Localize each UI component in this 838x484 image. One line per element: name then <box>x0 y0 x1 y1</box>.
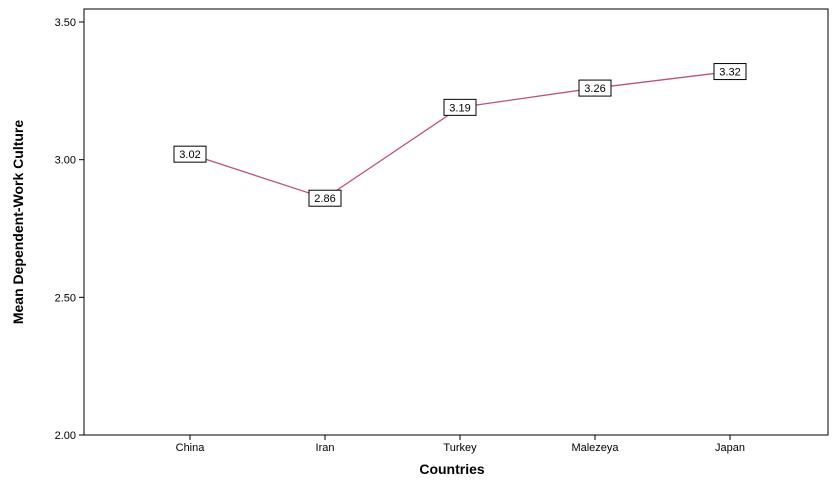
y-tick-label: 2.00 <box>55 430 76 442</box>
data-label-box <box>308 189 342 207</box>
data-label-box <box>173 145 207 163</box>
y-axis: 2.00 2.50 3.00 3.50 <box>55 17 84 442</box>
x-axis: China Iran Turkey Malezeya Japan <box>176 435 745 454</box>
data-label-box <box>443 98 477 116</box>
data-label: 3.26 <box>578 79 612 97</box>
x-axis-title: Countries <box>419 461 485 477</box>
x-tick-label: Iran <box>316 442 335 454</box>
data-label-box <box>713 63 747 81</box>
data-label: 3.02 <box>173 145 207 163</box>
x-tick-label: Japan <box>715 442 745 454</box>
y-axis-title: Mean Dependent-Work Culture <box>10 120 26 325</box>
data-label-box <box>578 79 612 97</box>
data-label-value: 2.86 <box>314 193 335 205</box>
data-label: 3.32 <box>713 63 747 81</box>
x-tick-label: Malezeya <box>571 442 619 454</box>
data-label-value: 3.19 <box>449 102 470 114</box>
data-label-value: 3.02 <box>179 149 200 161</box>
data-label-value: 3.32 <box>719 67 740 79</box>
y-tick-label: 3.50 <box>55 17 76 29</box>
plot-area <box>83 8 829 436</box>
y-tick-label: 3.00 <box>55 155 76 167</box>
y-tick-label: 2.50 <box>55 292 76 304</box>
x-tick-label: Turkey <box>443 442 477 454</box>
data-label: 2.86 <box>308 189 342 207</box>
data-label-value: 3.26 <box>584 83 605 95</box>
x-tick-label: China <box>176 442 206 454</box>
data-label: 3.19 <box>443 98 477 116</box>
data-labels: 3.02 2.86 3.19 3.26 3.32 <box>173 63 747 207</box>
